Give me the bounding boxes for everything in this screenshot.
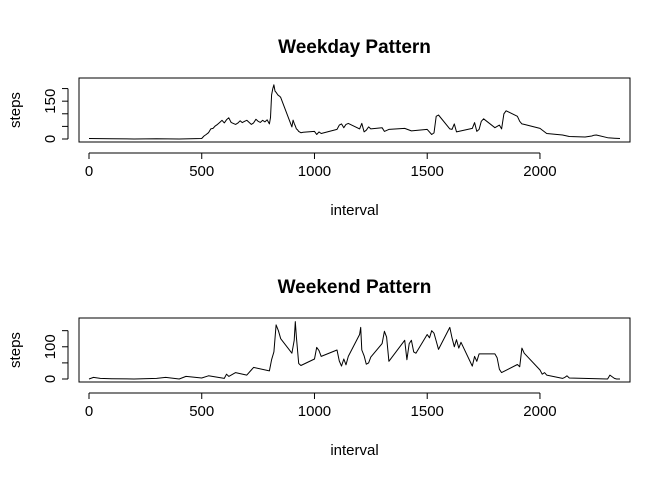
panel-1-x-tick-label: 1500	[411, 163, 444, 180]
panel-1-y-axis-label: steps	[7, 92, 24, 128]
panel-1-x-axis-label: interval	[330, 202, 378, 219]
panel-2-title: Weekend Pattern	[278, 277, 432, 298]
panel-2-y-tick-label: 0	[42, 375, 59, 383]
panel-2-y-tick-label: 100	[42, 334, 59, 359]
panel-2-plot-frame	[78, 317, 631, 383]
panel-2-x-tick-label: 2000	[523, 403, 556, 420]
panel-1-y-tick-label: 150	[42, 89, 59, 114]
panel-2-x-tick-label: 1500	[411, 403, 444, 420]
panel-2-y-axis-label: steps	[7, 332, 24, 368]
panel-2-x-tick-label: 1000	[298, 403, 331, 420]
panel-1-title: Weekday Pattern	[278, 37, 431, 58]
panel-1-x-tick-label: 1000	[298, 163, 331, 180]
panel-2-x-tick-label: 500	[189, 403, 214, 420]
panel-2-series-line-1	[88, 321, 620, 380]
panel-1-plot-frame	[78, 77, 631, 143]
panel-1-series-line-1	[88, 84, 621, 140]
panel-1-x-tick-label: 0	[85, 163, 93, 180]
panel-1-x-tick-label: 500	[189, 163, 214, 180]
panel-1-x-tick-label: 2000	[523, 163, 556, 180]
panel-2-x-axis-label: interval	[330, 442, 378, 459]
panel-1-y-tick-label: 0	[42, 135, 59, 143]
panel-2-x-tick-label: 0	[85, 403, 93, 420]
